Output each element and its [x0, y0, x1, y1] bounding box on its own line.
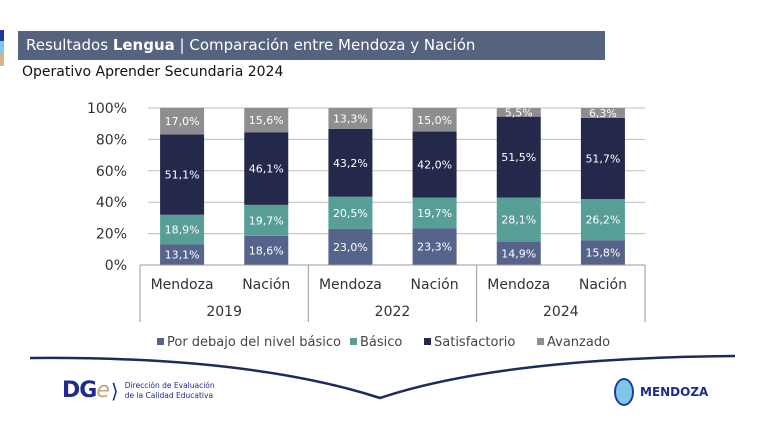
bar-segment [328, 128, 373, 197]
data-label: 51,5% [501, 151, 536, 164]
mendoza-logo: MENDOZA [614, 378, 708, 406]
data-label: 42,0% [417, 159, 452, 172]
data-label: 28,1% [501, 214, 536, 227]
accent-strip [0, 30, 4, 66]
y-tick-label: 40% [96, 195, 127, 211]
category-label: Mendoza [319, 277, 382, 293]
bar-segment [244, 108, 289, 133]
group-label: 2022 [375, 304, 411, 320]
province-name: MENDOZA [640, 385, 709, 399]
data-label: 15,0% [417, 114, 452, 127]
bar-segment [580, 117, 625, 200]
data-label: 46,1% [249, 163, 284, 176]
bar-segment [328, 108, 373, 129]
data-label: 18,9% [165, 224, 200, 237]
bar-segment [580, 240, 625, 265]
chevron-icon: ⟩ [110, 378, 119, 403]
category-label: Nación [579, 277, 627, 293]
bar-segment [160, 134, 205, 215]
data-label: 15,8% [585, 247, 620, 260]
data-label: 13,1% [165, 249, 200, 262]
legend-label: Satisfactorio [434, 335, 515, 350]
bar-segment [412, 131, 457, 198]
bar-segment [496, 108, 541, 117]
bar-segment [412, 228, 457, 265]
data-label: 23,3% [417, 241, 452, 254]
bar-segment [412, 108, 457, 132]
bar-segment [160, 107, 205, 135]
category-label: Mendoza [151, 277, 214, 293]
bar-segment [328, 196, 373, 229]
category-label: Mendoza [487, 277, 550, 293]
data-label: 18,6% [249, 244, 284, 257]
data-label: 15,6% [249, 114, 284, 127]
org-line1: Dirección de Evaluación [124, 380, 215, 390]
y-tick-label: 80% [96, 132, 127, 148]
org-line2: de la Calidad Educativa [124, 390, 214, 400]
bar-segment [244, 204, 289, 236]
bar-segment [496, 197, 541, 242]
legend-swatch [157, 338, 164, 345]
title-prefix: Resultados [26, 36, 113, 54]
data-label: 5,5% [505, 106, 533, 119]
bar-segment [160, 214, 205, 245]
bar-segment [328, 228, 373, 265]
bar-segment [580, 199, 625, 241]
data-label: 51,7% [585, 152, 620, 165]
data-label: 19,7% [417, 207, 452, 220]
legend-label: Básico [360, 335, 402, 350]
page-title: Resultados Lengua | Comparación entre Me… [18, 31, 605, 60]
y-tick-label: 20% [96, 227, 127, 243]
footer-swoosh [29, 354, 736, 400]
data-label: 13,3% [333, 112, 368, 125]
data-label: 20,5% [333, 207, 368, 220]
group-label: 2019 [206, 304, 242, 320]
data-label: 23,0% [333, 241, 368, 254]
category-label: Nación [411, 277, 459, 293]
logo-text: DG [62, 378, 97, 403]
data-label: 17,0% [165, 115, 200, 128]
data-label: 51,1% [165, 169, 200, 182]
bar-segment [244, 132, 289, 205]
legend-swatch [424, 338, 431, 345]
bar-segment [496, 116, 541, 198]
data-label: 26,2% [585, 214, 620, 227]
category-label: Nación [242, 277, 290, 293]
shield-icon [614, 378, 634, 406]
bar-segment [580, 108, 625, 118]
bar-segment [496, 241, 541, 265]
title-subject: Lengua [112, 36, 175, 54]
data-label: 14,9% [501, 247, 536, 260]
page-subtitle: Operativo Aprender Secundaria 2024 [22, 64, 284, 80]
legend-label: Por debajo del nivel básico [167, 335, 341, 350]
group-label: 2024 [543, 304, 579, 320]
bar-segment [160, 244, 205, 265]
y-tick-label: 0% [105, 258, 127, 274]
data-label: 6,3% [589, 107, 617, 120]
bar-segment [412, 197, 457, 229]
y-tick-label: 60% [96, 164, 127, 180]
y-tick-label: 100% [87, 101, 127, 117]
data-label: 19,7% [249, 214, 284, 227]
legend-label: Avanzado [547, 335, 610, 350]
title-rest: | Comparación entre Mendoza y Nación [174, 36, 476, 54]
dge-logo: DGe ⟩ Dirección de Evaluación de la Calid… [62, 378, 215, 403]
data-label: 43,2% [333, 157, 368, 170]
logo-e: e [96, 378, 110, 403]
legend-swatch [537, 338, 544, 345]
legend-swatch [350, 338, 357, 345]
bar-segment [244, 235, 289, 265]
